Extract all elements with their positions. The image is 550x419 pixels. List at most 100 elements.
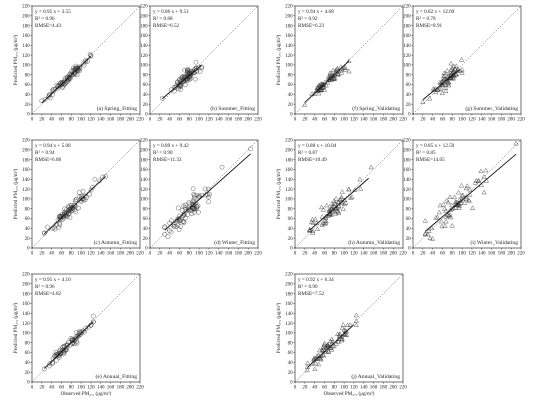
r-squared: R² = 0.87 [298,150,318,156]
data-point [178,224,183,229]
x-tick-label: 180 [117,252,125,257]
data-point [57,220,62,226]
y-tick-label: 180 [22,24,30,29]
y-tick-label: 20 [143,237,149,242]
data-point [342,332,349,337]
x-tick-label: 140 [97,118,105,123]
plot-frame [31,5,141,115]
data-point [463,185,469,191]
data-point [248,146,253,152]
x-tick-label: 140 [97,386,105,391]
data-point [59,81,65,86]
data-point [57,213,63,219]
data-point [321,221,328,227]
data-point [73,199,78,204]
data-point [331,198,337,203]
data-point [346,68,352,74]
data-point [316,361,322,367]
rmse-value: RMSE=6.52 [153,23,180,29]
x-tick-label: 140 [478,252,486,257]
data-point [182,67,187,73]
plot-frame [294,273,404,383]
data-point [341,331,347,337]
x-tick-label: 0 [31,386,34,391]
data-point [327,72,333,77]
y-tick-label: 0 [145,113,148,118]
y-tick-label: 200 [403,15,411,20]
data-point [314,353,320,359]
y-tick-label: 40 [143,93,149,98]
x-tick-label: 80 [69,386,75,391]
x-tick-label: 160 [107,252,115,257]
data-point [441,76,447,82]
data-point [309,91,315,96]
data-point [321,347,327,352]
y-tick-label: 120 [403,188,411,193]
data-point [437,202,443,208]
regression-equation: y = 0.95 x + 3.55 [35,9,71,15]
data-point [339,336,345,341]
scatter-panel-i: 0020204040606080801001001201201401401601… [403,139,525,257]
y-tick-label: 0 [408,247,411,252]
x-tick-label: 180 [117,386,125,391]
regression-equation: y = 0.94 x + 4.68 [298,9,334,15]
data-point [328,206,335,211]
x-tick-label: 140 [478,118,486,123]
x-tick-label: 120 [350,386,358,391]
y-tick-label: 160 [285,34,293,39]
y-tick-label: 200 [22,283,30,288]
data-point [439,82,445,87]
x-tick-label: 20 [302,118,308,123]
data-point [67,342,73,348]
data-point [436,209,442,215]
data-point [62,209,67,215]
data-point [312,216,318,222]
data-point [324,343,330,348]
data-point [447,194,453,199]
data-point [323,343,329,349]
data-point [176,216,181,221]
data-point [66,340,71,345]
panel-label: (f) Spring_Validating [352,105,400,112]
y-tick-label: 140 [140,44,148,49]
data-point [80,188,86,194]
data-point [56,355,62,360]
data-point [458,182,464,188]
y-tick-label: 20 [143,103,149,108]
data-point [55,86,61,91]
y-tick-label: 200 [285,283,293,288]
y-tick-label: 100 [22,332,30,337]
data-point [68,206,73,211]
y-tick-label: 60 [25,217,31,222]
y-tick-label: 100 [140,198,148,203]
data-point [429,225,435,231]
data-point [333,196,339,201]
y-tick-label: 160 [22,168,30,173]
data-point [335,68,341,73]
x-tick-label: 100 [458,252,466,257]
x-tick-label: 40 [430,118,436,123]
data-point [440,202,446,207]
x-tick-label: 20 [39,386,45,391]
data-point [168,229,174,235]
data-point [75,67,81,73]
data-point [60,85,65,90]
y-tick-label: 80 [25,207,31,212]
x-tick-label: 160 [225,118,233,123]
data-point [430,86,436,91]
data-point [189,211,195,217]
x-tick-label: 120 [205,252,213,257]
data-point [91,313,96,319]
data-point [162,231,168,237]
x-tick-label: 80 [69,252,75,257]
data-point [207,191,212,197]
data-point [72,203,78,208]
data-point [466,197,472,203]
data-point [310,220,316,225]
x-tick-label: 0 [412,118,415,123]
y-tick-label: 220 [403,5,411,10]
x-tick-label: 220 [254,252,262,257]
y-tick-label: 140 [22,178,30,183]
data-point [319,204,325,210]
data-point [159,95,165,101]
